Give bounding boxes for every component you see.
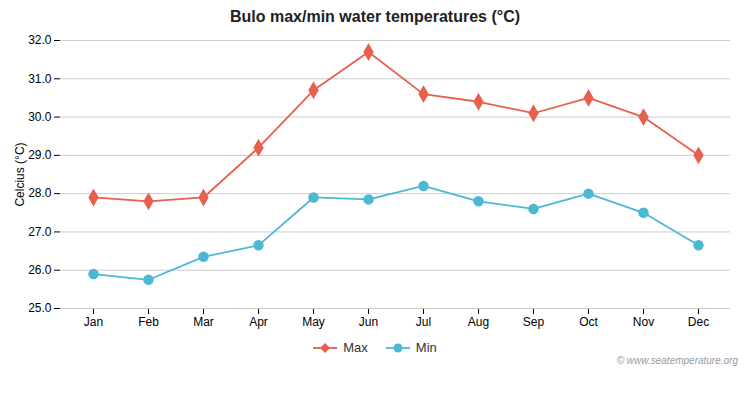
svg-text:31.0: 31.0 — [28, 72, 52, 86]
svg-text:28.0: 28.0 — [28, 186, 52, 200]
svg-text:25.0: 25.0 — [28, 301, 52, 315]
svg-text:Dec: Dec — [688, 315, 709, 329]
html-text:Max: Max — [343, 340, 368, 355]
svg-text:May: May — [302, 315, 325, 329]
svg-text:Jun: Jun — [359, 315, 378, 329]
svg-text:Mar: Mar — [193, 315, 214, 329]
svg-text:Sep: Sep — [523, 315, 545, 329]
html-text:© www.seatemperature.org: © www.seatemperature.org — [616, 355, 738, 366]
svg-text:Apr: Apr — [249, 315, 268, 329]
html-text:Min: Min — [415, 340, 437, 355]
svg-text:29.0: 29.0 — [28, 148, 52, 162]
svg-text:26.0: 26.0 — [28, 263, 52, 277]
html-text:Bulo max/min water temperature: Bulo max/min water temperatures (°C) — [230, 8, 520, 25]
svg-text:32.0: 32.0 — [28, 33, 52, 47]
svg-text:Feb: Feb — [138, 315, 159, 329]
svg-text:Oct: Oct — [579, 315, 598, 329]
svg-text:Celcius (°C): Celcius (°C) — [13, 142, 27, 206]
svg-text:Aug: Aug — [468, 315, 489, 329]
svg-text:Nov: Nov — [633, 315, 654, 329]
svg-text:Jul: Jul — [416, 315, 431, 329]
svg-text:Jan: Jan — [84, 315, 103, 329]
svg-text:27.0: 27.0 — [28, 225, 52, 239]
svg-text:30.0: 30.0 — [28, 110, 52, 124]
